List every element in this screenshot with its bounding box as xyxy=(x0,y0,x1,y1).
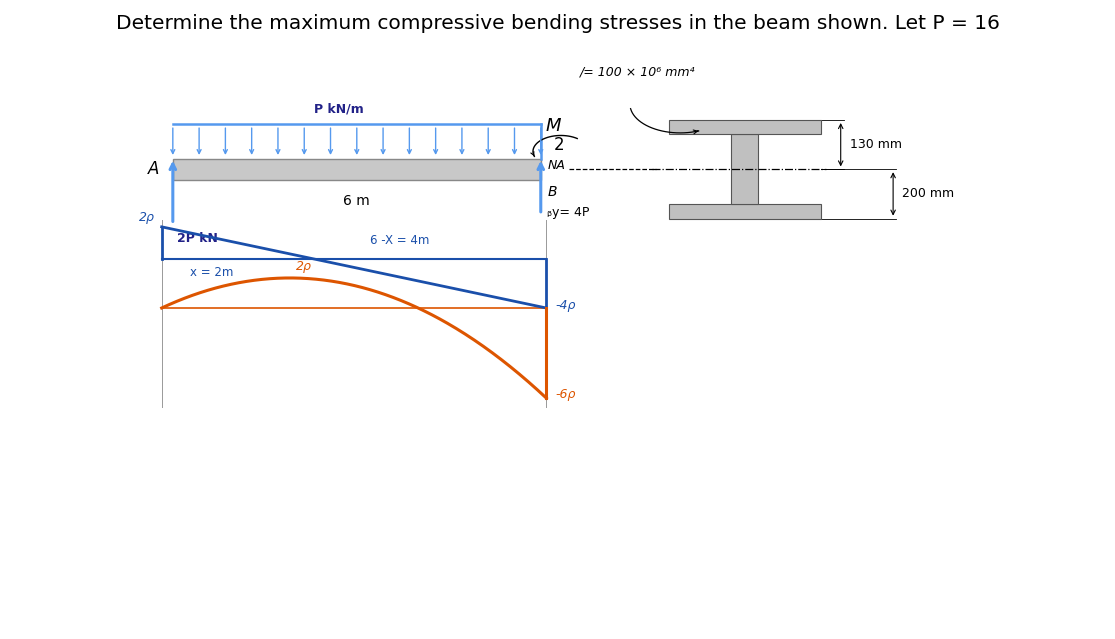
Bar xyxy=(173,159,541,180)
Text: -4ρ: -4ρ xyxy=(555,299,575,312)
Text: 130 mm: 130 mm xyxy=(850,138,902,151)
Text: M: M xyxy=(545,117,561,135)
Bar xyxy=(731,134,758,204)
Text: 6 m: 6 m xyxy=(343,194,370,208)
Text: 2ρ: 2ρ xyxy=(295,260,311,273)
Text: A: A xyxy=(148,160,159,178)
Text: ᵦy= 4P: ᵦy= 4P xyxy=(547,206,590,219)
Text: /= 100 × 10⁶ mm⁴: /= 100 × 10⁶ mm⁴ xyxy=(580,66,696,79)
Text: x = 2m: x = 2m xyxy=(190,266,233,279)
Text: NA: NA xyxy=(547,159,565,172)
Text: 2P kN: 2P kN xyxy=(177,232,219,245)
Text: Determine the maximum compressive bending stresses in the beam shown. Let P = 16: Determine the maximum compressive bendin… xyxy=(116,14,999,33)
Text: 200 mm: 200 mm xyxy=(902,187,954,201)
Text: 2: 2 xyxy=(554,136,565,154)
Bar xyxy=(669,120,821,134)
Text: 6 -X = 4m: 6 -X = 4m xyxy=(370,235,430,247)
Bar xyxy=(669,204,821,219)
Text: P kN/m: P kN/m xyxy=(313,102,363,115)
Text: B: B xyxy=(547,185,558,199)
Text: -6ρ: -6ρ xyxy=(555,389,575,401)
Text: 2ρ: 2ρ xyxy=(139,212,155,224)
